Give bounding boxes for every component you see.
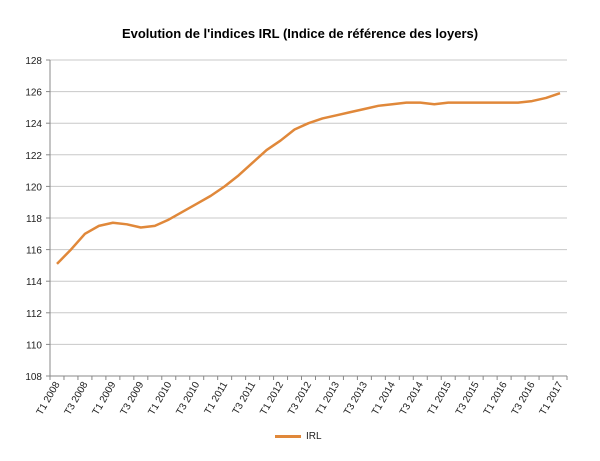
x-tick-label: T1 2015 xyxy=(426,380,454,418)
y-tick-label: 124 xyxy=(25,119,42,130)
y-tick-label: 110 xyxy=(26,340,42,351)
legend-swatch xyxy=(275,435,301,438)
y-tick-label: 126 xyxy=(25,88,42,99)
x-tick-label: T1 2012 xyxy=(258,380,286,418)
x-tick-label: T3 2016 xyxy=(510,380,538,418)
x-tick-label: T1 2011 xyxy=(203,380,231,417)
x-tick-label: T1 2010 xyxy=(146,380,174,418)
y-tick-label: 112 xyxy=(26,309,42,320)
x-tick-label: T3 2015 xyxy=(454,380,482,418)
x-tick-label: T3 2008 xyxy=(63,380,91,418)
legend: IRL xyxy=(275,431,322,442)
chart-title: Evolution de l'indices IRL (Indice de ré… xyxy=(121,26,479,41)
y-tick-label: 122 xyxy=(25,151,42,162)
y-tick-label: 120 xyxy=(25,182,42,193)
x-tick-label: T3 2010 xyxy=(174,380,202,418)
x-tick-label: T3 2009 xyxy=(119,380,147,418)
x-tick-label: T1 2008 xyxy=(35,380,63,418)
x-tick-label: T1 2017 xyxy=(538,380,566,418)
y-tick-label: 114 xyxy=(26,277,42,288)
y-tick-label: 116 xyxy=(26,246,42,257)
y-tick-label: 128 xyxy=(25,56,42,67)
x-tick-label: T1 2014 xyxy=(370,380,398,418)
y-tick-label: 118 xyxy=(26,214,42,225)
y-tick-label: 108 xyxy=(25,372,42,383)
series-line-irl xyxy=(56,91,561,265)
x-tick-label: T3 2011 xyxy=(231,380,259,417)
legend-label: IRL xyxy=(306,431,322,442)
x-tick-label: T1 2009 xyxy=(91,380,119,418)
x-tick-label: T1 2013 xyxy=(314,380,342,418)
x-tick-label: T3 2014 xyxy=(398,380,426,418)
x-tick-label: T1 2016 xyxy=(482,380,510,418)
x-tick-label: T3 2012 xyxy=(286,380,314,418)
x-tick-label: T3 2013 xyxy=(342,380,370,418)
